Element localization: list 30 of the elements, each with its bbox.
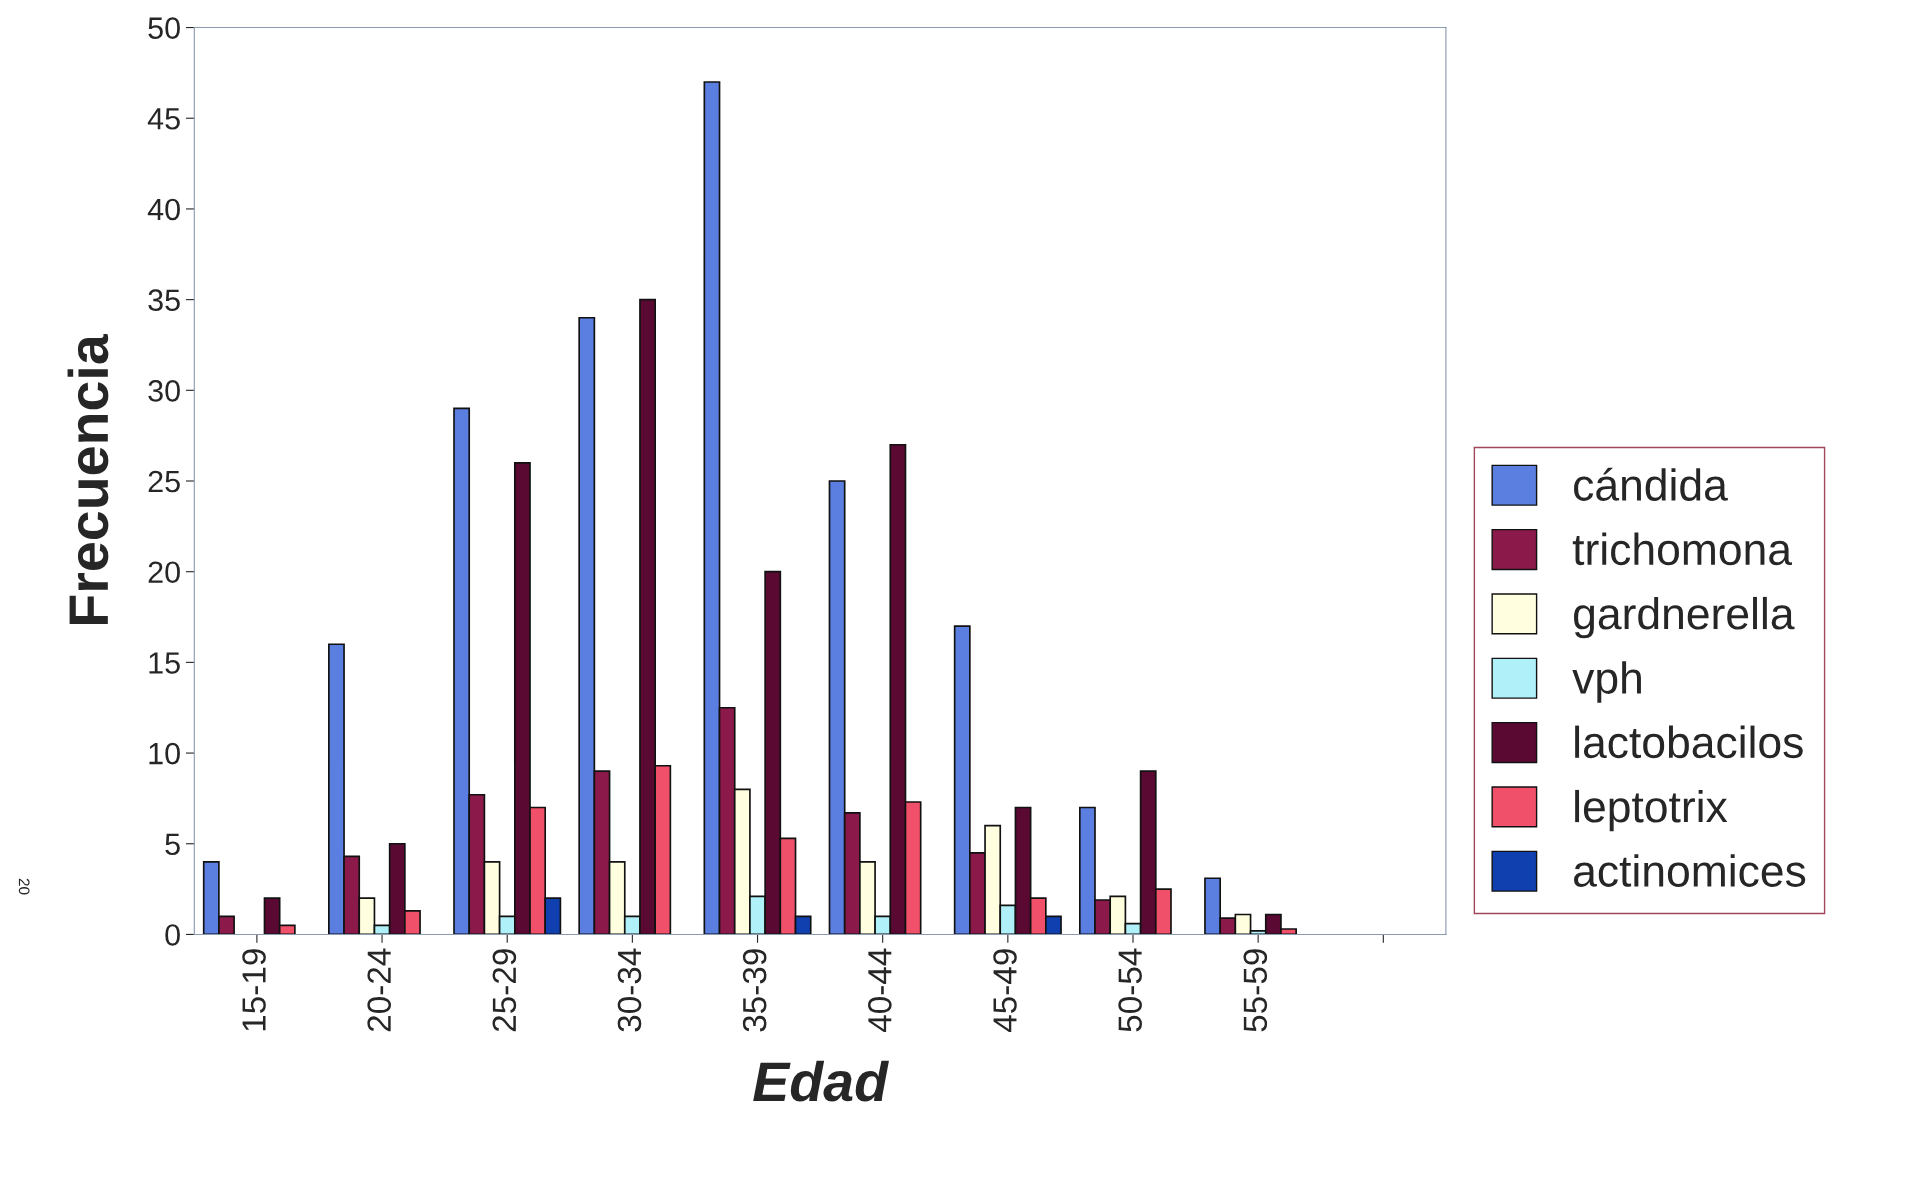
- y-tick-label: 30: [148, 380, 180, 402]
- y-tick-label: 45: [147, 108, 180, 130]
- y-tick-label: 5: [165, 833, 180, 856]
- x-tick-label: 35-39: [742, 949, 767, 1032]
- y-tick-label: 0: [165, 924, 180, 946]
- y-tick-label: 40: [147, 198, 180, 221]
- legend-label: cándida: [1574, 467, 1728, 501]
- x-axis-title: Edad: [753, 1060, 889, 1102]
- x-tick-label: 25-29: [492, 949, 517, 1032]
- legend-label: gardnerella: [1574, 596, 1795, 639]
- y-tick-label: 35: [148, 289, 180, 311]
- y-tick-label: 20: [148, 561, 180, 584]
- x-tick-label: 15-19: [242, 949, 266, 1031]
- x-tick-label: 30-34: [617, 948, 642, 1032]
- legend-label: trichomona: [1572, 532, 1793, 566]
- legend-label: vph: [1572, 661, 1641, 703]
- y-tick-label: 25: [148, 470, 180, 493]
- x-tick-label: 45-49: [993, 949, 1017, 1033]
- legend-label: leptotrix: [1575, 789, 1728, 832]
- legend-label: lactobacilos: [1575, 725, 1803, 759]
- y-tick-label: 15: [149, 652, 180, 674]
- x-tick-label: 50-54: [1118, 948, 1142, 1032]
- y-tick-label: 50: [148, 17, 180, 39]
- x-tick-label: 40-44: [868, 948, 892, 1033]
- x-tick-label: 20-24: [367, 948, 391, 1032]
- x-tick-label: 55-59: [1243, 949, 1268, 1032]
- y-axis-title: Frecuencia: [67, 333, 109, 624]
- y-tick-label: 10: [149, 742, 180, 765]
- text: 20: [18, 878, 30, 895]
- legend-label: actinomices: [1574, 854, 1806, 887]
